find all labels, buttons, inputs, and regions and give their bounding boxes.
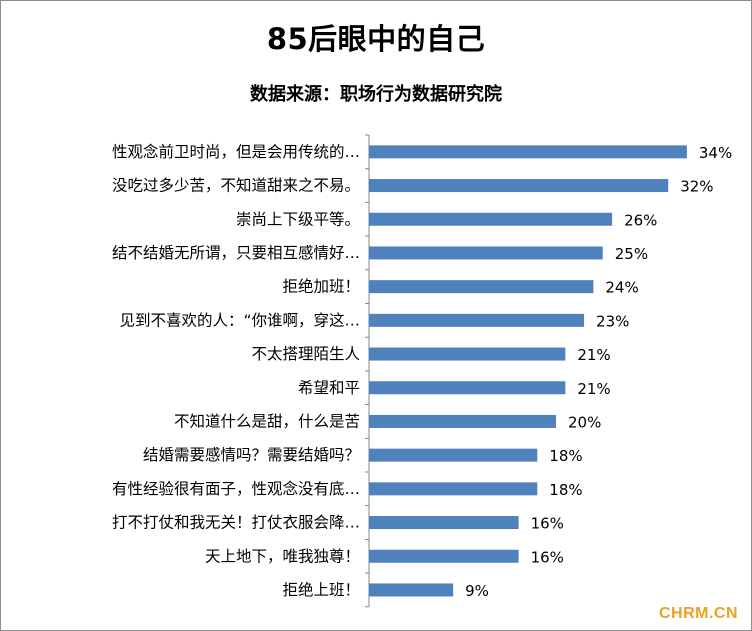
value-label: 34% <box>699 144 732 162</box>
category-label: 打不打仗和我无关！打仗衣服会降… <box>112 514 360 532</box>
category-label: 见到不喜欢的人：“你谁啊，穿这… <box>119 311 360 329</box>
value-label: 32% <box>680 178 713 196</box>
bars <box>369 145 687 597</box>
category-label: 有性经验很有面子，性观念没有底… <box>112 479 360 498</box>
bar <box>369 448 538 462</box>
category-label: 天上地下，唯我独尊！ <box>205 547 360 565</box>
bar <box>369 347 566 361</box>
category-label: 没吃过多少苦，不知道甜来之不易。 <box>112 177 360 195</box>
bar <box>369 280 594 294</box>
value-label: 16% <box>531 548 564 566</box>
category-label: 希望和平 <box>298 379 360 397</box>
category-axis <box>365 134 370 608</box>
value-label: 23% <box>596 312 629 330</box>
category-label: 拒绝上班！ <box>282 581 360 599</box>
category-label: 拒绝加班！ <box>282 278 360 296</box>
bar <box>369 313 585 327</box>
value-label: 24% <box>605 279 638 297</box>
value-labels: 34% 32% 26% 25% 24% 23% 21% 21% 20% 18% 18% 16% 16% 9… <box>465 144 732 600</box>
value-label: 16% <box>531 515 564 533</box>
bar <box>369 414 556 428</box>
category-label: 结婚需要感情吗？需要结婚吗？ <box>143 446 360 464</box>
bar <box>369 179 669 193</box>
category-label: 性观念前卫时尚，但是会用传统的… <box>112 142 360 161</box>
value-label: 18% <box>549 447 582 465</box>
value-label: 21% <box>577 346 610 364</box>
bar <box>369 212 613 226</box>
bar <box>369 482 538 496</box>
category-labels: 性观念前卫时尚，但是会用传统的… 没吃过多少苦，不知道甜来之不易。崇尚上下级平等。… <box>112 142 360 599</box>
value-label: 25% <box>615 245 648 263</box>
chart-title: 85后眼中的自己 <box>266 22 486 56</box>
watermark: CHRM.CN <box>658 605 738 622</box>
category-label: 崇尚上下级平等。 <box>236 210 360 228</box>
bar <box>369 583 454 597</box>
value-label: 26% <box>624 211 657 229</box>
value-label: 18% <box>549 481 582 499</box>
value-label: 20% <box>568 413 601 431</box>
value-label: 9% <box>465 582 489 600</box>
bar <box>369 516 519 530</box>
bar <box>369 145 687 159</box>
bar <box>369 246 603 260</box>
chart-subtitle: 数据来源：职场行为数据研究院 <box>250 84 502 105</box>
bar <box>369 549 519 563</box>
category-label: 不知道什么是甜，什么是苦 <box>174 412 360 430</box>
category-label: 不太搭理陌生人 <box>251 345 360 363</box>
value-label: 21% <box>577 380 610 398</box>
category-label: 结不结婚无所谓，只要相互感情好… <box>112 244 360 262</box>
bar <box>369 381 566 395</box>
